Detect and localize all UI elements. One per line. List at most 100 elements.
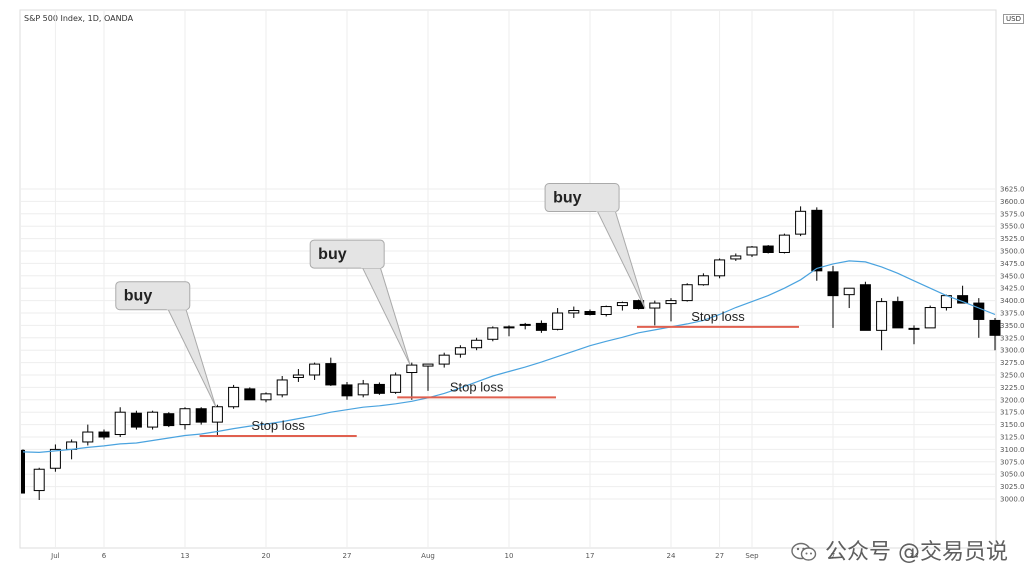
callout-label: buy <box>124 288 153 305</box>
candle-body <box>600 306 612 315</box>
candle <box>811 207 823 281</box>
candle <box>21 449 25 494</box>
moving-average-line <box>22 260 996 454</box>
candle <box>697 273 709 286</box>
x-tick-label: Aug <box>421 552 435 560</box>
candle-body <box>762 245 774 253</box>
candle-body <box>584 311 596 315</box>
buy-callout: buy <box>115 281 217 407</box>
candle <box>98 429 110 440</box>
candle <box>49 444 61 472</box>
candle <box>584 309 596 316</box>
candle-body <box>33 468 45 492</box>
y-tick-label: 3150.0 <box>1000 421 1025 429</box>
candle <box>130 410 142 430</box>
candle-body <box>471 339 483 349</box>
y-tick-label: 3575.0 <box>1000 210 1025 218</box>
wechat-icon <box>791 542 817 561</box>
candle-body <box>163 413 175 427</box>
moving-average <box>22 260 996 454</box>
candle <box>600 305 612 317</box>
candle-body <box>244 388 256 401</box>
grid-lines <box>19 9 997 549</box>
candle-body <box>811 209 823 272</box>
x-tick-label: 7 <box>831 552 835 560</box>
callout-joint <box>166 306 187 310</box>
x-tick-label: 6 <box>102 552 107 560</box>
y-tick-label: 3300.0 <box>1000 347 1025 355</box>
candle <box>730 253 742 261</box>
x-tick-label: 27 <box>343 552 352 560</box>
candle-body <box>827 271 839 297</box>
currency-label: USD <box>1003 14 1024 24</box>
candle-body <box>616 302 628 307</box>
candle-body <box>568 310 580 314</box>
candle <box>859 281 871 331</box>
candle <box>179 407 191 430</box>
candle-body <box>730 255 742 260</box>
candle-body <box>843 287 855 296</box>
candle <box>924 305 936 329</box>
candle-body <box>228 386 240 408</box>
candle <box>357 379 369 398</box>
candle-body <box>357 383 369 396</box>
callout-joint <box>361 265 382 269</box>
callout-pointer <box>596 210 646 309</box>
y-tick-label: 3200.0 <box>1000 396 1025 404</box>
candle-body <box>973 302 985 320</box>
y-tick-label: 3325.0 <box>1000 334 1025 342</box>
candle-body <box>21 449 25 494</box>
y-tick-label: 3125.0 <box>1000 434 1025 442</box>
candle-body <box>325 363 337 386</box>
callout-label: buy <box>318 246 347 263</box>
candle <box>341 381 353 400</box>
x-tick-label: 24 <box>667 552 676 560</box>
y-tick-label: 3050.0 <box>1000 471 1025 479</box>
candle <box>649 300 661 326</box>
candle <box>519 322 531 330</box>
candle-body <box>989 319 1001 336</box>
candle-body <box>49 448 61 469</box>
candle <box>616 301 628 311</box>
candle <box>989 317 1001 351</box>
candle <box>195 407 207 425</box>
callout-joint <box>596 208 617 212</box>
y-tick-label: 3175.0 <box>1000 409 1025 417</box>
candle <box>503 325 515 337</box>
y-tick-label: 3075.0 <box>1000 458 1025 466</box>
candle <box>762 245 774 254</box>
candle-body <box>552 312 564 330</box>
candle <box>438 352 450 368</box>
callout-pointer <box>166 308 217 407</box>
candle-body <box>373 383 385 394</box>
candle-body <box>438 354 450 365</box>
candle-body <box>147 411 159 428</box>
y-tick-label: 3400.0 <box>1000 297 1025 305</box>
y-tick-label: 3625.0 <box>1000 186 1025 194</box>
candle-body <box>778 234 790 253</box>
candle <box>454 345 466 358</box>
candle <box>276 375 288 398</box>
candle <box>665 298 677 322</box>
stop-loss-label: Stop loss <box>251 418 305 433</box>
annotations: buy buy buy Stop loss Stop loss Stop loss <box>115 183 799 438</box>
callout-box <box>309 239 385 269</box>
candle <box>406 362 418 400</box>
candle <box>552 308 564 331</box>
candle <box>568 306 580 318</box>
candle-body <box>649 302 661 309</box>
y-tick-label: 3375.0 <box>1000 310 1025 318</box>
callout-label: buy <box>553 190 582 207</box>
candle <box>325 357 337 386</box>
candle <box>487 326 499 342</box>
candle-body <box>390 374 402 393</box>
candle <box>681 283 693 302</box>
candle-body <box>746 246 758 256</box>
candle <box>390 372 402 394</box>
candle-body <box>519 323 531 326</box>
candle-body <box>276 379 288 396</box>
candle-body <box>924 307 936 329</box>
candle-body <box>195 408 207 423</box>
candle <box>746 246 758 257</box>
